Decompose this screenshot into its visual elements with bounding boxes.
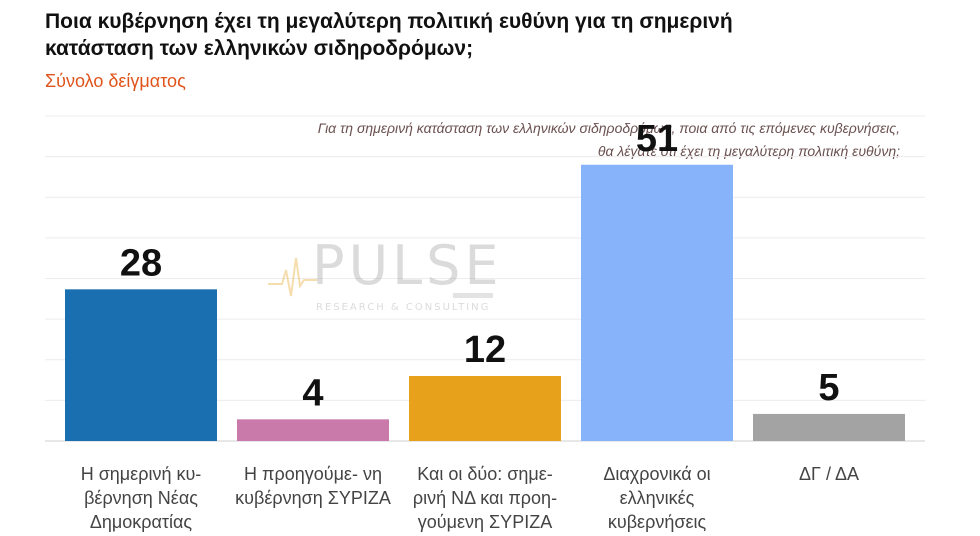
bar bbox=[753, 413, 905, 441]
logo-tagline: RESEARCH & CONSULTING bbox=[316, 302, 491, 313]
category-label: Διαχρονικά οι ελληνικές κυβερνήσεις bbox=[603, 464, 711, 532]
data-label: 28 bbox=[120, 242, 162, 284]
data-label: 12 bbox=[464, 329, 506, 371]
category-label: Και οι δύο: σημε- ρινή ΝΔ και προη- γούμ… bbox=[412, 464, 558, 532]
logo-brand: PULSE bbox=[312, 234, 503, 297]
chart-subtitle: Σύνολο δείγματος bbox=[45, 71, 186, 91]
bar bbox=[409, 376, 561, 441]
data-label: 51 bbox=[636, 118, 678, 160]
pulse-wave-icon bbox=[268, 257, 318, 297]
pulse-logo-watermark: PULSE RESEARCH & CONSULTING bbox=[268, 234, 499, 318]
category-label: Η σημερινή κυ- βέρνηση Νέας Δημοκρατίας bbox=[80, 464, 202, 532]
bar bbox=[237, 419, 389, 441]
survey-question: Για τη σημερινή κατάσταση των ελληνικών … bbox=[317, 120, 900, 159]
chart-title: Ποια κυβέρνηση έχει τη μεγαλύτερη πολιτι… bbox=[45, 10, 733, 60]
data-label: 4 bbox=[302, 372, 323, 414]
category-label: Η προηγούμε- νη κυβέρνηση ΣΥΡΙΖΑ bbox=[235, 464, 391, 508]
bar bbox=[581, 164, 733, 441]
data-label: 5 bbox=[818, 367, 839, 409]
logo-bar bbox=[453, 293, 493, 298]
bar bbox=[65, 289, 217, 441]
category-label: ΔΓ / ΔΑ bbox=[799, 464, 859, 484]
